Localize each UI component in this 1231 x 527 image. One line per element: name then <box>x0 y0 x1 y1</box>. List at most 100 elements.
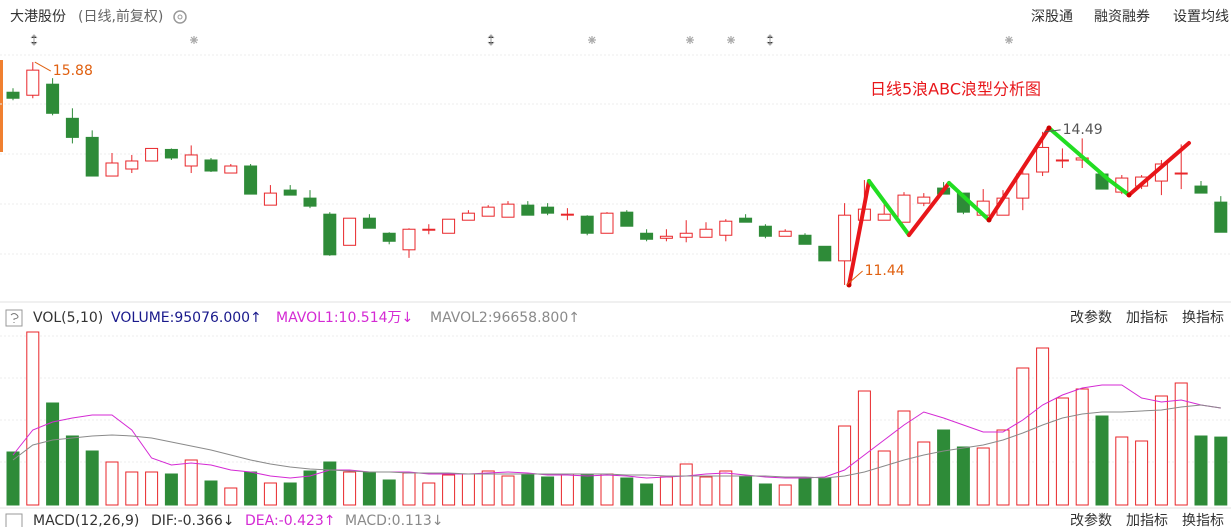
candles <box>6 62 1228 285</box>
volume-bar <box>1016 367 1030 506</box>
link[interactable]: 设置均线 <box>1173 9 1229 25</box>
candle-body <box>105 162 119 177</box>
volume-bar <box>699 476 713 506</box>
candle-body <box>65 117 79 138</box>
help-box[interactable] <box>5 309 23 327</box>
candle-body <box>6 91 20 99</box>
volume-bar <box>541 476 555 506</box>
volume-bar <box>481 470 495 506</box>
candle-body <box>46 83 60 114</box>
candle-body <box>145 147 159 162</box>
volume-bar <box>956 446 970 506</box>
candle-body <box>541 206 555 214</box>
volume-bar <box>857 390 871 506</box>
volume-bar <box>1055 397 1069 506</box>
volume-bar <box>877 450 891 506</box>
volume-bar <box>46 402 60 506</box>
candle-body <box>303 197 317 207</box>
volume-bar <box>521 473 535 506</box>
volume-bar <box>303 470 317 506</box>
candle-body <box>1194 185 1208 194</box>
volume-bar <box>244 471 258 506</box>
annotation-arrows <box>34 61 1061 286</box>
volume-bar <box>65 435 79 506</box>
side-marker <box>0 60 3 152</box>
control[interactable]: 加指标 <box>1126 310 1168 326</box>
candle-body <box>85 136 99 177</box>
candle-body <box>343 217 357 246</box>
candle-body <box>659 235 673 239</box>
price-grid <box>0 54 1231 255</box>
candle-body <box>758 225 772 237</box>
wave-title: 日线5浪ABC浪型分析图 <box>870 80 1041 99</box>
candle-body <box>917 196 931 204</box>
candle-body <box>1214 201 1228 233</box>
help-box[interactable] <box>5 513 23 527</box>
link[interactable]: 融资融券 <box>1094 9 1150 25</box>
control[interactable]: 改参数 <box>1070 512 1112 527</box>
volume-bar <box>85 450 99 506</box>
candle-body <box>362 217 376 229</box>
candle-body <box>818 245 832 262</box>
volume-bar <box>1214 436 1228 506</box>
low-label: 11.44 <box>865 263 905 279</box>
volume-bar <box>640 483 654 506</box>
candle-body <box>442 218 456 234</box>
volume-bar <box>1075 388 1089 506</box>
volume-bar <box>1095 415 1109 506</box>
candle-body <box>402 228 416 251</box>
event-markers <box>30 34 1013 46</box>
settings-icon-core <box>177 14 183 20</box>
volume-bar <box>6 451 20 506</box>
volume-bar <box>798 477 812 506</box>
candle-body <box>224 165 238 174</box>
volume-bar <box>758 483 772 506</box>
volume-bars <box>6 331 1228 506</box>
volume-bar <box>204 480 218 506</box>
panel-title: MACD(12,26,9) <box>33 513 139 527</box>
legend-entry: MAVOL2:96658.800↑ <box>430 310 580 326</box>
link[interactable]: 深股通 <box>1031 9 1073 25</box>
control[interactable]: 换指标 <box>1182 309 1224 326</box>
volume-bar <box>976 447 990 506</box>
control[interactable]: 加指标 <box>1126 513 1168 527</box>
annotation-arrow <box>846 270 863 286</box>
volume-bar <box>1115 436 1129 506</box>
candle-body <box>204 159 218 172</box>
candle-body <box>382 232 396 242</box>
candle-body <box>323 213 337 256</box>
volume-bar <box>1174 382 1188 506</box>
legend-entry: DEA:-0.423↑ <box>245 513 336 527</box>
volume-bar <box>739 476 753 506</box>
volume-bar <box>838 425 852 506</box>
candle-body <box>560 213 574 216</box>
candle-body <box>521 204 535 216</box>
volume-bar <box>1135 440 1149 506</box>
candle-body <box>481 206 495 217</box>
volume-bar <box>560 473 574 506</box>
legend-entry: DIF:-0.366↓ <box>151 513 234 527</box>
volume-bar <box>1036 347 1050 506</box>
volume-bar <box>362 471 376 506</box>
settings-icon[interactable] <box>173 10 187 24</box>
volume-bar <box>145 471 159 506</box>
volume-legend: VOLUME:95076.000↑ <box>111 310 262 326</box>
volume-bar <box>164 473 178 506</box>
volume-bar <box>937 429 951 506</box>
volume-bar <box>1194 435 1208 506</box>
help-icon <box>10 313 19 323</box>
control[interactable]: 改参数 <box>1070 309 1112 326</box>
candle-body <box>263 192 277 206</box>
control[interactable]: 换指标 <box>1182 512 1224 527</box>
volume-bar <box>1154 395 1168 506</box>
candle-body <box>877 213 891 221</box>
volume-bar <box>818 477 832 506</box>
candle-body <box>580 215 594 234</box>
candle-body <box>26 69 40 96</box>
volume-bar <box>442 474 456 506</box>
candle-body <box>640 232 654 240</box>
volume-bar <box>719 470 733 506</box>
legend-entry: MAVOL1:10.514万↓ <box>276 310 413 326</box>
